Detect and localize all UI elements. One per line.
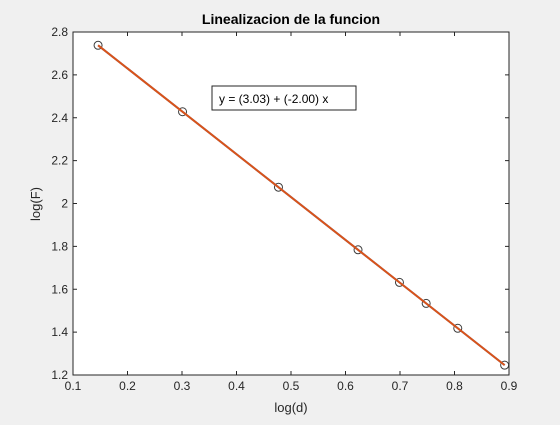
y-tick-label: 2.8 <box>51 25 68 39</box>
annotation-box <box>211 85 357 111</box>
plot-area <box>73 32 509 375</box>
data-point <box>93 40 103 50</box>
y-tick-label: 1.6 <box>51 282 68 296</box>
series-line-2 <box>97 44 506 366</box>
series-layer <box>93 40 510 370</box>
equation-annotation: y = (3.03) + (-2.00) x <box>211 85 357 111</box>
data-point <box>421 298 431 308</box>
annotation-text: y = (3.03) + (-2.00) x <box>219 92 328 106</box>
y-tick-label: 2 <box>61 197 68 211</box>
y-tick-label: 1.4 <box>51 325 68 339</box>
y-tick-label: 2.4 <box>51 111 68 125</box>
x-tick-label: 0.2 <box>119 379 136 393</box>
y-tick-label: 2.2 <box>51 154 68 168</box>
x-tick-label: 0.8 <box>446 379 463 393</box>
data-point <box>394 277 404 287</box>
y-axis-label: log(F) <box>28 187 43 221</box>
y-tick-label: 1.8 <box>51 239 68 253</box>
ticks-layer: 0.1 0.2 0.3 0.4 0.5 0.6 0.7 0.8 0.9 1.2 1.4 1.6 1.8 2… <box>51 25 517 393</box>
chart-title: Linealizacion de la funcion <box>202 11 380 27</box>
y-tick-label: 2.6 <box>51 68 68 82</box>
x-tick-label: 0.7 <box>392 379 409 393</box>
x-axis-label: log(d) <box>274 400 307 415</box>
y-tick-label: 1.2 <box>51 368 68 382</box>
x-tick-label: 0.6 <box>337 379 354 393</box>
data-point <box>178 107 188 117</box>
data-point <box>273 182 283 192</box>
x-tick-label: 0.3 <box>174 379 191 393</box>
x-tick-label: 0.9 <box>501 379 518 393</box>
data-point <box>353 245 363 255</box>
x-tick-label: 0.1 <box>65 379 82 393</box>
data-point <box>453 323 463 333</box>
x-tick-label: 0.5 <box>283 379 300 393</box>
x-tick-label: 0.4 <box>228 379 245 393</box>
